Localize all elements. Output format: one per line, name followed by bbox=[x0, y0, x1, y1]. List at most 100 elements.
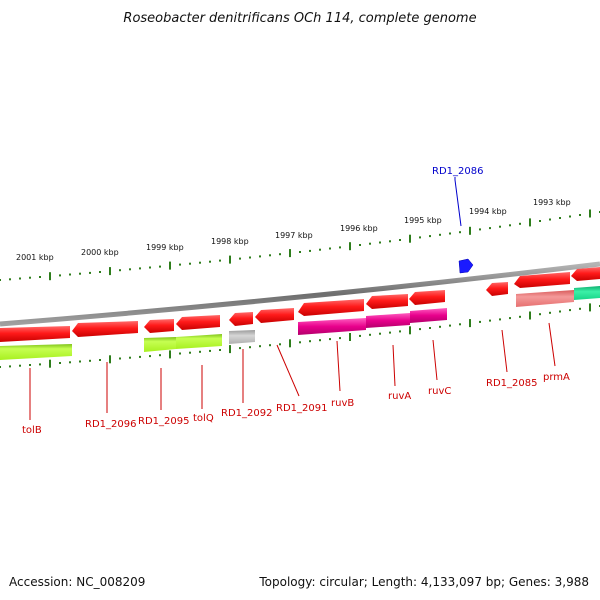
upper-ruler-minor-tick bbox=[429, 235, 431, 238]
lower-scale-ruler bbox=[0, 303, 600, 368]
upper-ruler-minor-tick bbox=[449, 232, 451, 235]
lower-ruler-minor-tick bbox=[369, 333, 371, 336]
lower-ruler-major-tick bbox=[169, 350, 171, 359]
upper-ruler-minor-tick bbox=[89, 271, 91, 274]
gene-label-rd1-2092[interactable]: RD1_2092 bbox=[221, 408, 272, 419]
gene-label-rd1-2095[interactable]: RD1_2095 bbox=[138, 416, 189, 427]
gene-arrow-ruvb[interactable] bbox=[298, 299, 364, 316]
lower-ruler-minor-tick bbox=[339, 337, 341, 340]
leader-line-ruva bbox=[392, 344, 396, 387]
upper-ruler-minor-tick bbox=[519, 222, 521, 225]
lower-ruler-minor-tick bbox=[559, 310, 561, 313]
gene-label-ruvc[interactable]: ruvC bbox=[428, 386, 451, 397]
lower-ruler-minor-tick bbox=[579, 307, 581, 310]
upper-ruler-minor-tick bbox=[379, 241, 381, 244]
gene-label-rd1-2085[interactable]: RD1_2085 bbox=[486, 378, 537, 389]
gene-leader-lines bbox=[29, 322, 556, 420]
lower-ruler-minor-tick bbox=[569, 309, 571, 312]
gene-arrow-tolq[interactable] bbox=[176, 315, 220, 330]
lower-ruler-minor-tick bbox=[199, 350, 201, 353]
lower-ruler-minor-tick bbox=[79, 360, 81, 363]
lower-ruler-minor-tick bbox=[139, 355, 141, 358]
scale-label-2000: 2000 kbp bbox=[81, 248, 119, 257]
gene-label-tolb[interactable]: tolB bbox=[22, 425, 42, 436]
lower-ruler-minor-tick bbox=[209, 349, 211, 352]
feature-bar-rd1-2095[interactable] bbox=[144, 337, 176, 352]
gene-label-ruvb[interactable]: ruvB bbox=[331, 398, 354, 409]
gene-arrow-tolb[interactable] bbox=[0, 326, 70, 342]
scale-label-2001: 2001 kbp bbox=[16, 253, 54, 262]
upper-ruler-minor-tick bbox=[419, 236, 421, 239]
leader-line-ruvb bbox=[336, 340, 341, 392]
gene-arrow-rd1-2085[interactable] bbox=[486, 282, 508, 296]
upper-ruler-minor-tick bbox=[279, 253, 281, 256]
feature-bar-ruvb[interactable] bbox=[298, 318, 366, 335]
upper-ruler-minor-tick bbox=[339, 246, 341, 249]
lower-ruler-minor-tick bbox=[439, 325, 441, 328]
upper-ruler-minor-tick bbox=[479, 228, 481, 231]
upper-ruler-minor-tick bbox=[329, 247, 331, 250]
gene-labels: tolB RD1_2096 RD1_2095 tolQ RD1_2092 RD1… bbox=[22, 372, 570, 436]
lower-ruler-minor-tick bbox=[389, 331, 391, 334]
lower-ruler-minor-tick bbox=[9, 365, 11, 368]
upper-ruler-minor-tick bbox=[69, 273, 71, 276]
gene-label-rd1-2096[interactable]: RD1_2096 bbox=[85, 419, 136, 430]
upper-ruler-minor-tick bbox=[539, 220, 541, 222]
lower-ruler-minor-tick bbox=[59, 362, 61, 364]
upper-ruler-major-tick bbox=[349, 242, 351, 251]
lower-ruler-minor-tick bbox=[219, 349, 221, 351]
gene-label-ruva[interactable]: ruvA bbox=[388, 391, 411, 402]
gene-arrow-rd1-2091[interactable] bbox=[255, 308, 294, 323]
upper-ruler-minor-tick bbox=[509, 224, 511, 227]
lower-ruler-minor-tick bbox=[259, 345, 261, 348]
upper-ruler-major-tick bbox=[109, 267, 111, 276]
feature-bar-edge[interactable] bbox=[574, 286, 600, 300]
lower-ruler-minor-tick bbox=[319, 339, 321, 342]
feature-bar-prma[interactable] bbox=[516, 290, 574, 307]
gene-arrow-ruvc[interactable] bbox=[409, 290, 445, 305]
gene-arrow-rd1-2096[interactable] bbox=[72, 321, 138, 337]
lower-ruler-minor-tick bbox=[99, 359, 101, 361]
lower-ruler-minor-tick bbox=[179, 352, 181, 355]
genome-title: Roseobacter denitrificans OCh 114, compl… bbox=[123, 11, 476, 26]
feature-bar-ruvc[interactable] bbox=[410, 308, 447, 323]
gene-label-tolq[interactable]: tolQ bbox=[193, 413, 214, 424]
upper-ruler-minor-tick bbox=[499, 225, 501, 228]
gene-label-rd1-2086[interactable]: RD1_2086 bbox=[432, 166, 483, 177]
feature-bar-tolb[interactable] bbox=[0, 344, 72, 360]
lower-ruler-major-tick bbox=[409, 326, 411, 335]
gene-arrow-ruva[interactable] bbox=[366, 294, 408, 309]
lower-ruler-minor-tick bbox=[129, 356, 131, 359]
upper-ruler-minor-tick bbox=[219, 259, 221, 262]
scale-label-1997: 1997 kbp bbox=[275, 231, 313, 240]
lower-ruler-major-tick bbox=[349, 333, 351, 341]
upper-ruler-minor-tick bbox=[489, 227, 491, 230]
lower-ruler-minor-tick bbox=[239, 347, 241, 350]
lower-ruler-minor-tick bbox=[39, 363, 41, 366]
feature-bar-tolq[interactable] bbox=[176, 334, 222, 349]
lower-ruler-minor-tick bbox=[429, 327, 431, 329]
lower-ruler-minor-tick bbox=[479, 320, 481, 323]
genome-summary-text: Topology: circular; Length: 4,133,097 bp… bbox=[258, 575, 589, 589]
feature-bar-rd1-2092[interactable] bbox=[229, 330, 255, 344]
gene-arrow-prma[interactable] bbox=[514, 272, 570, 288]
gene-label-prma[interactable]: prmA bbox=[543, 372, 570, 383]
scale-label-1995: 1995 kbp bbox=[404, 216, 442, 225]
gene-arrow-rd1-2095[interactable] bbox=[144, 319, 174, 333]
lower-ruler-major-tick bbox=[229, 345, 231, 354]
gene-arrow-rd1-2092[interactable] bbox=[229, 312, 253, 326]
lower-ruler-minor-tick bbox=[159, 354, 161, 357]
upper-ruler-minor-tick bbox=[9, 278, 11, 281]
gene-label-rd1-2091[interactable]: RD1_2091 bbox=[276, 403, 327, 414]
leader-line-rd1-2086 bbox=[454, 177, 462, 227]
feature-track bbox=[0, 286, 600, 360]
feature-bar-ruva[interactable] bbox=[366, 313, 410, 328]
gene-marker-rd1-2086[interactable] bbox=[458, 258, 474, 274]
upper-ruler-minor-tick bbox=[249, 256, 251, 259]
upper-ruler-minor-tick bbox=[439, 233, 441, 236]
upper-ruler-minor-tick bbox=[359, 244, 361, 246]
lower-ruler-major-tick bbox=[289, 339, 291, 348]
gene-arrow-edge[interactable] bbox=[571, 267, 600, 281]
upper-ruler-minor-tick bbox=[459, 231, 461, 234]
